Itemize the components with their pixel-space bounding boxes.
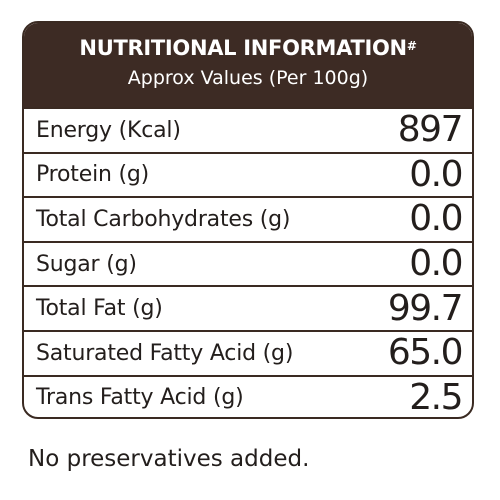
table-title: NUTRITIONAL INFORMATION# — [24, 35, 472, 61]
nutrient-label: Saturated Fatty Acid (g) — [36, 340, 294, 366]
nutrient-rows: Energy (Kcal) 897 Protein (g) 0.0 Total … — [24, 107, 472, 418]
nutrient-row-carbohydrates: Total Carbohydrates (g) 0.0 — [24, 196, 472, 241]
nutrient-value: 0.0 — [409, 243, 463, 285]
nutrient-label: Trans Fatty Acid (g) — [36, 385, 244, 411]
nutrient-value: 65.0 — [387, 332, 464, 374]
nutrient-value: 0.0 — [409, 198, 463, 240]
preservatives-note: No preservatives added. — [28, 446, 310, 472]
nutrient-row-total-fat: Total Fat (g) 99.7 — [24, 285, 472, 330]
nutrient-row-sugar: Sugar (g) 0.0 — [24, 240, 472, 286]
nutrient-label: Total Carbohydrates (g) — [36, 206, 291, 232]
table-subtitle: Approx Values (Per 100g) — [127, 67, 369, 89]
nutrition-facts-table: NUTRITIONAL INFORMATION# Approx Values (… — [22, 21, 474, 419]
table-header: NUTRITIONAL INFORMATION# Approx Values (… — [24, 23, 472, 107]
nutrient-row-protein: Protein (g) 0.0 — [24, 151, 472, 197]
nutrient-label: Sugar (g) — [36, 251, 137, 277]
nutrient-label: Total Fat (g) — [36, 296, 163, 322]
nutrient-row-trans-fat: Trans Fatty Acid (g) 2.5 — [24, 374, 472, 418]
nutrient-value: 897 — [397, 109, 464, 151]
nutrient-value: 2.5 — [409, 376, 463, 418]
nutrient-label: Energy (Kcal) — [36, 117, 181, 143]
nutrient-row-saturated-fat: Saturated Fatty Acid (g) 65.0 — [24, 329, 472, 375]
nutrient-label: Protein (g) — [36, 162, 150, 188]
nutrient-value: 99.7 — [387, 287, 464, 329]
title-footnote-mark: # — [406, 39, 417, 53]
nutrient-row-energy: Energy (Kcal) 897 — [24, 107, 472, 152]
table-title-text: NUTRITIONAL INFORMATION — [79, 36, 407, 60]
nutrient-value: 0.0 — [409, 153, 463, 195]
